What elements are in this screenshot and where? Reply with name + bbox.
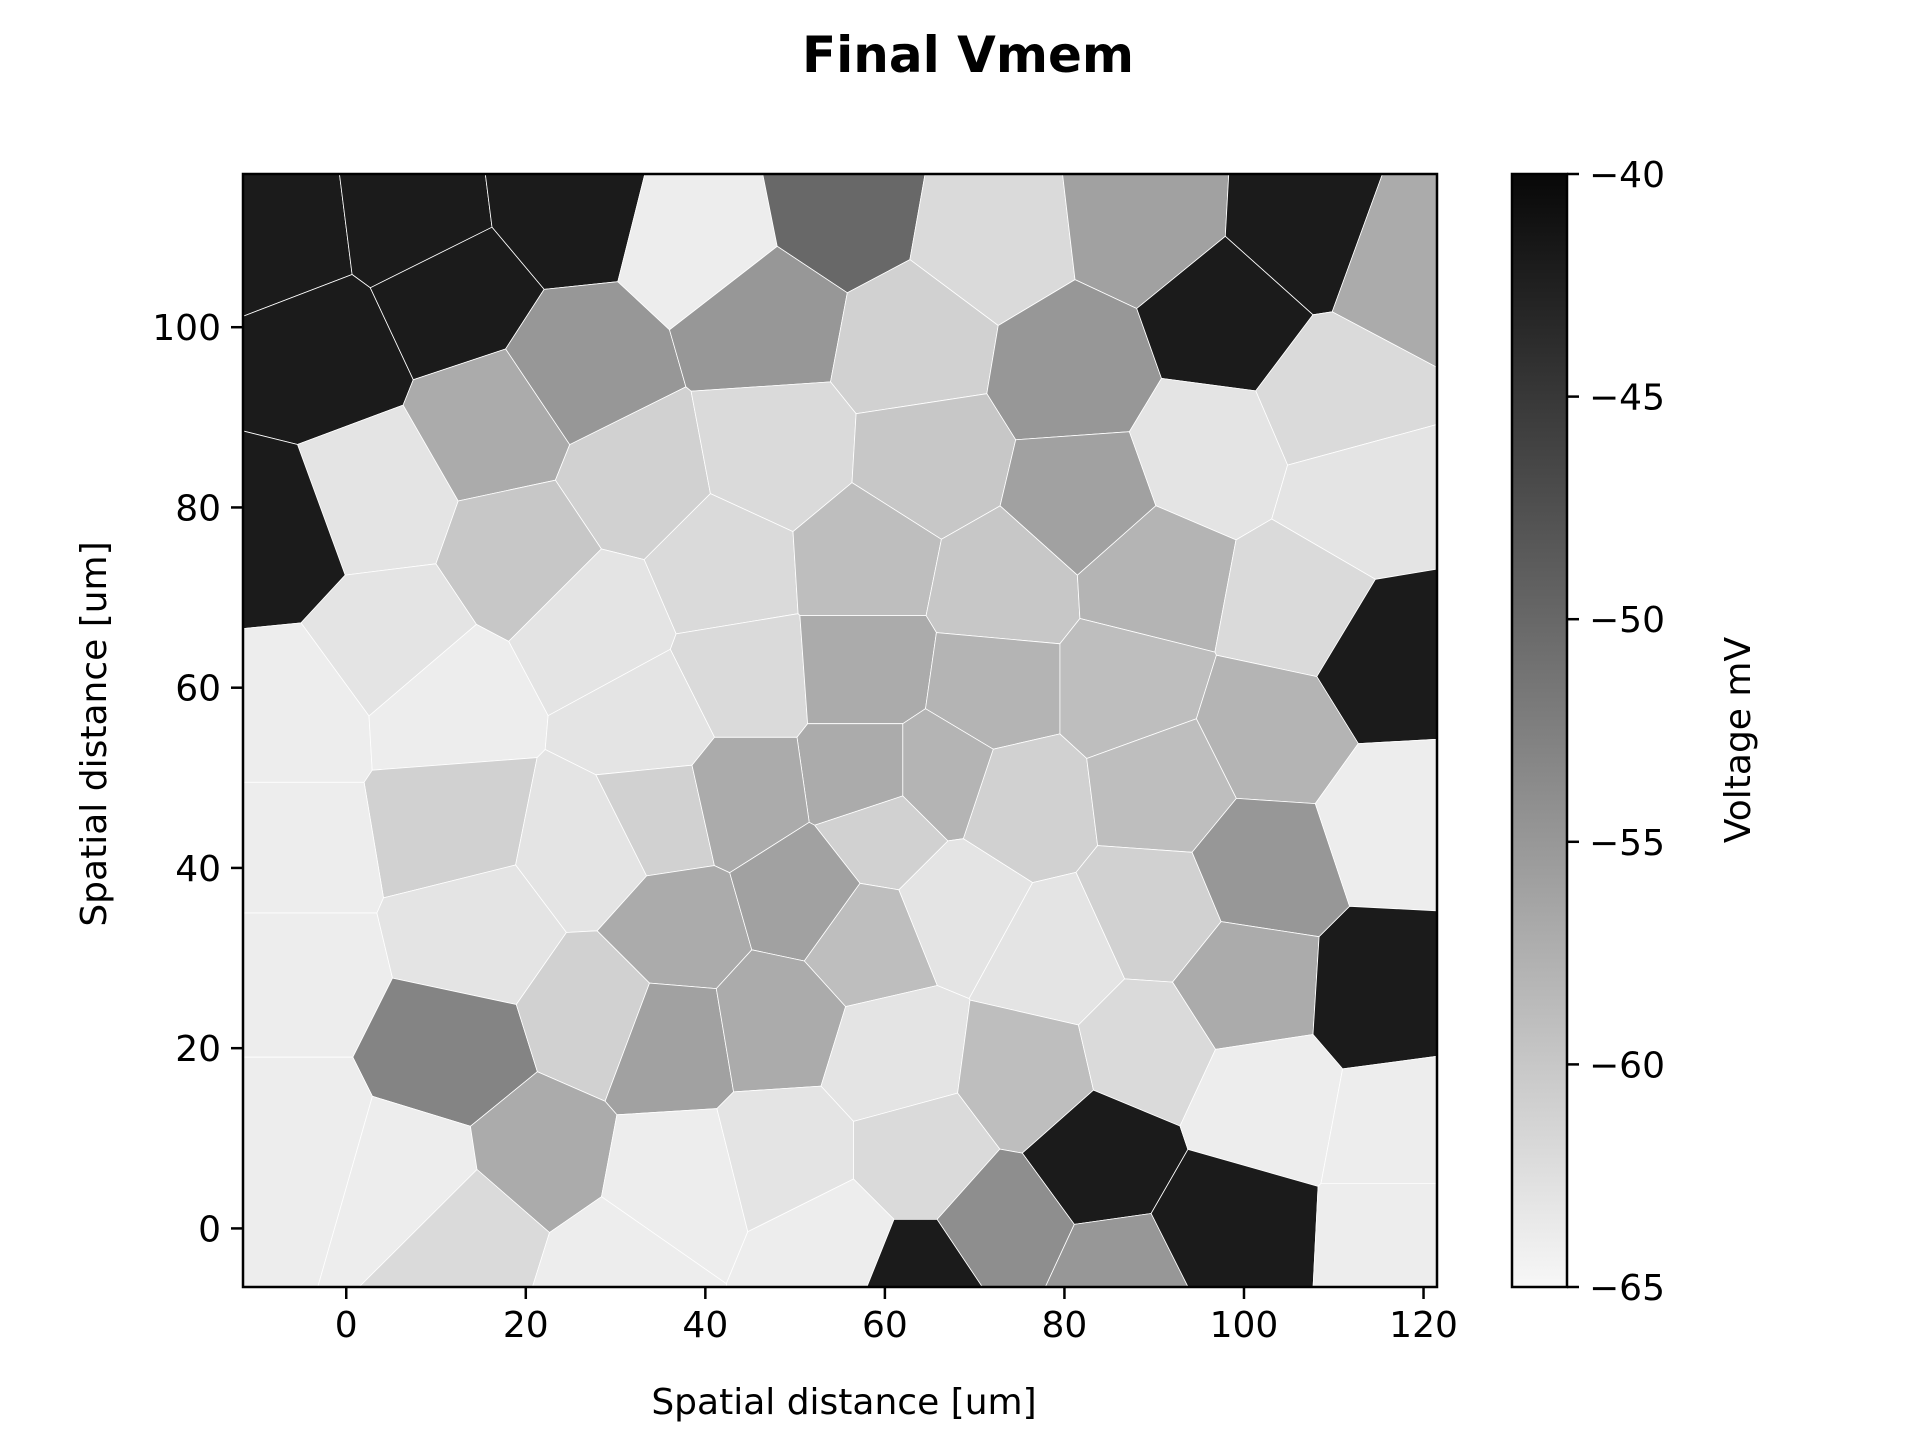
- y-axis: 0 20 40 60 80 100: [152, 308, 243, 1250]
- x-tick-label: 40: [682, 1305, 728, 1346]
- colorbar-label: Voltage mV: [1718, 637, 1759, 844]
- y-tick-label: 0: [198, 1209, 221, 1250]
- colorbar-ticks: −40 −45 −50 −55 −60 −65: [1567, 155, 1665, 1309]
- x-tick-label: 60: [862, 1305, 908, 1346]
- heatmap-cell: [532, 1196, 728, 1287]
- heatmap-cell: [1331, 174, 1437, 368]
- x-axis: 0 20 40 60 80 100 120: [335, 1287, 1458, 1346]
- x-tick-label: 0: [335, 1305, 358, 1346]
- plot-area-frame: [241, 172, 1439, 1289]
- heatmap-cells: [243, 174, 1437, 1287]
- colorbar-tick-label: −45: [1589, 378, 1665, 419]
- heatmap-cell: [866, 1219, 983, 1287]
- colorbar-tick-label: −40: [1589, 155, 1665, 196]
- y-tick-label: 20: [175, 1029, 221, 1070]
- colorbar-tick-label: −60: [1589, 1045, 1665, 1086]
- heatmap-cell: [1044, 1213, 1189, 1287]
- chart-title: Final Vmem: [802, 26, 1134, 84]
- y-tick-label: 40: [175, 849, 221, 890]
- heatmap-cell: [1314, 738, 1437, 912]
- y-tick-label: 60: [175, 669, 221, 710]
- x-tick-label: 120: [1389, 1305, 1458, 1346]
- x-tick-label: 100: [1210, 1305, 1279, 1346]
- heatmap-cell: [243, 781, 384, 914]
- x-axis-label: Spatial distance [um]: [651, 1382, 1036, 1423]
- colorbar-tick-label: −50: [1589, 600, 1665, 641]
- y-tick-label: 80: [175, 488, 221, 529]
- colorbar-tick-label: −55: [1589, 823, 1665, 864]
- y-axis-label: Spatial distance [um]: [74, 541, 115, 926]
- heatmap-cell: [799, 615, 937, 725]
- heatmap-cell: [1320, 1055, 1437, 1184]
- x-tick-label: 20: [503, 1305, 549, 1346]
- colorbar-tick-label: −65: [1589, 1268, 1665, 1309]
- y-tick-label: 100: [152, 308, 221, 349]
- heatmap-cell: [1312, 1183, 1437, 1287]
- heatmap-cell: [1312, 905, 1437, 1070]
- colorbar: [1510, 172, 1569, 1289]
- x-tick-label: 80: [1042, 1305, 1088, 1346]
